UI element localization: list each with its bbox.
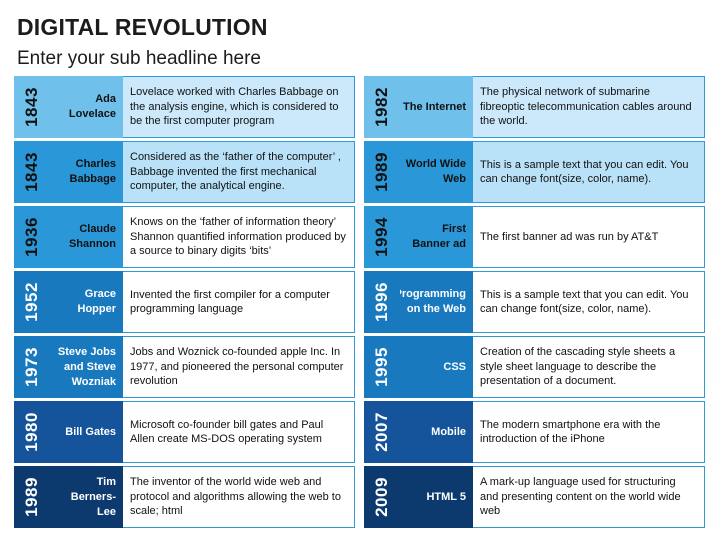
timeline-row: 1973 Steve Jobs and Steve Wozniak Jobs a… bbox=[14, 336, 355, 398]
timeline-row: 1843 Ada Lovelace Lovelace worked with C… bbox=[14, 76, 355, 138]
event-description: A mark-up language used for structuring … bbox=[473, 466, 705, 528]
page-title: DIGITAL REVOLUTION bbox=[17, 14, 268, 40]
event-description: The first banner ad was run by AT&T bbox=[473, 206, 705, 268]
pioneer-name: Charles Babbage bbox=[50, 141, 123, 203]
year-badge: 1995 bbox=[364, 336, 400, 398]
timeline-row: 2009 HTML 5 A mark-up language used for … bbox=[364, 466, 705, 528]
pioneer-name: Steve Jobs and Steve Wozniak bbox=[50, 336, 123, 398]
milestone-name: Programming on the Web bbox=[394, 271, 473, 333]
year-badge: 1996 bbox=[364, 271, 400, 333]
year-badge: 1982 bbox=[364, 76, 400, 138]
timeline-row: 1989 World Wide Web This is a sample tex… bbox=[364, 141, 705, 203]
event-description: Knows on the ‘father of information theo… bbox=[123, 206, 355, 268]
event-description: Jobs and Woznick co-founded apple Inc. I… bbox=[123, 336, 355, 398]
year-badge: 1936 bbox=[14, 206, 50, 268]
year-badge: 1843 bbox=[14, 141, 50, 203]
timeline-row: 1843 Charles Babbage Considered as the ‘… bbox=[14, 141, 355, 203]
event-description: The physical network of submarine fibreo… bbox=[473, 76, 705, 138]
milestone-name: Mobile bbox=[400, 401, 473, 463]
year-badge: 1989 bbox=[364, 141, 400, 203]
timeline-row: 1952 Grace Hopper Invented the first com… bbox=[14, 271, 355, 333]
year-badge: 1980 bbox=[14, 401, 50, 463]
event-description: This is a sample text that you can edit.… bbox=[473, 141, 705, 203]
pioneer-name: Grace Hopper bbox=[50, 271, 123, 333]
milestone-name: First Banner ad bbox=[400, 206, 473, 268]
timeline-row: 2007 Mobile The modern smartphone era wi… bbox=[364, 401, 705, 463]
timeline-row: 1980 Bill Gates Microsoft co-founder bil… bbox=[14, 401, 355, 463]
event-description: This is a sample text that you can edit.… bbox=[473, 271, 705, 333]
timeline-row: 1996 Programming on the Web This is a sa… bbox=[364, 271, 705, 333]
pioneer-name: Claude Shannon bbox=[50, 206, 123, 268]
pioneer-name: Tim Berners-Lee bbox=[50, 466, 123, 528]
year-badge: 2009 bbox=[364, 466, 400, 528]
event-description: Creation of the cascading style sheets a… bbox=[473, 336, 705, 398]
timeline-row: 1936 Claude Shannon Knows on the ‘father… bbox=[14, 206, 355, 268]
event-description: Lovelace worked with Charles Babbage on … bbox=[123, 76, 355, 138]
timeline-row: 1989 Tim Berners-Lee The inventor of the… bbox=[14, 466, 355, 528]
event-description: Considered as the ‘father of the compute… bbox=[123, 141, 355, 203]
milestone-name: HTML 5 bbox=[400, 466, 473, 528]
event-description: The inventor of the world wide web and p… bbox=[123, 466, 355, 528]
event-description: Microsoft co-founder bill gates and Paul… bbox=[123, 401, 355, 463]
timeline-row: 1994 First Banner ad The first banner ad… bbox=[364, 206, 705, 268]
milestone-name: The Internet bbox=[400, 76, 473, 138]
pioneer-name: Ada Lovelace bbox=[50, 76, 123, 138]
milestone-name: CSS bbox=[400, 336, 473, 398]
year-badge: 1973 bbox=[14, 336, 50, 398]
year-badge: 1994 bbox=[364, 206, 400, 268]
pioneer-name: Bill Gates bbox=[50, 401, 123, 463]
timeline-row: 1982 The Internet The physical network o… bbox=[364, 76, 705, 138]
year-badge: 1952 bbox=[14, 271, 50, 333]
page-subtitle: Enter your sub headline here bbox=[17, 48, 261, 69]
timeline-row: 1995 CSS Creation of the cascading style… bbox=[364, 336, 705, 398]
year-badge: 1989 bbox=[14, 466, 50, 528]
year-badge: 1843 bbox=[14, 76, 50, 138]
event-description: The modern smartphone era with the intro… bbox=[473, 401, 705, 463]
event-description: Invented the first compiler for a comput… bbox=[123, 271, 355, 333]
milestone-name: World Wide Web bbox=[400, 141, 473, 203]
year-badge: 2007 bbox=[364, 401, 400, 463]
